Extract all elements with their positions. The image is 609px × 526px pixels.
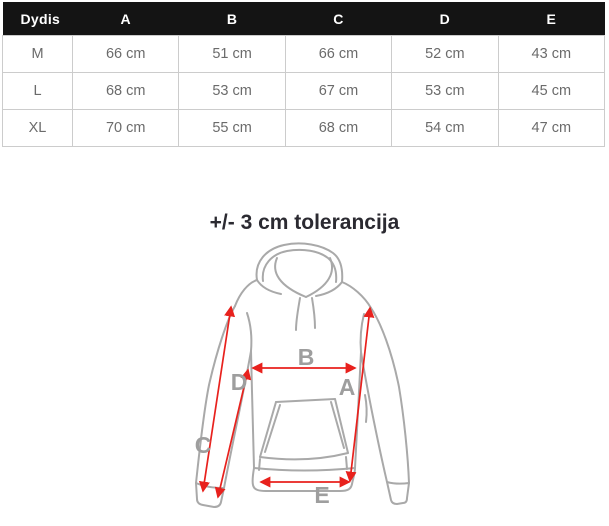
hoodie-outline <box>195 242 410 508</box>
value-cell: 53 cm <box>391 72 499 110</box>
size-cell: XL <box>2 109 73 147</box>
value-cell: 54 cm <box>391 109 499 147</box>
armhole-left <box>246 312 253 352</box>
sleeve-right-outer <box>370 307 410 484</box>
label-d: D <box>231 369 248 395</box>
drawstring-right <box>311 297 316 329</box>
cuff-right <box>386 481 410 505</box>
value-cell: 66 cm <box>284 35 393 73</box>
arrow-d <box>214 368 252 499</box>
column-header-a: A <box>72 2 179 36</box>
size-table: Dydis A B C D E M 66 cm 51 cm 66 cm 52 c… <box>2 2 606 147</box>
column-header-b: B <box>178 2 286 36</box>
drawstring-left <box>295 297 301 331</box>
hood-fold-left <box>256 279 282 295</box>
value-cell: 68 cm <box>284 109 393 147</box>
hem-top <box>253 467 356 472</box>
measurement-labels: B D A C E <box>195 344 356 508</box>
column-header-c: C <box>285 2 392 36</box>
shoulder-right <box>341 281 372 309</box>
pocket-bottom <box>259 452 349 461</box>
hood-fold-right <box>315 281 343 297</box>
size-cell: L <box>2 72 73 110</box>
tolerance-note: +/- 3 cm tolerancija <box>209 211 400 234</box>
pocket-side-left-inner <box>264 404 281 453</box>
value-cell: 66 cm <box>71 35 180 73</box>
value-cell: 43 cm <box>497 35 606 73</box>
column-header-e: E <box>498 2 605 36</box>
arrow-a <box>345 306 375 483</box>
value-cell: 53 cm <box>178 72 286 110</box>
value-cell: 45 cm <box>497 72 606 110</box>
value-cell: 51 cm <box>178 35 286 73</box>
shoulder-left <box>234 279 258 307</box>
table-row-m: M 66 cm 51 cm 66 cm 52 cm 43 cm <box>2 35 606 73</box>
size-cell: M <box>2 35 73 73</box>
hood-opening-left <box>274 257 307 298</box>
table-header-row: Dydis A B C D E <box>2 2 605 36</box>
armhole-right <box>359 313 365 353</box>
value-cell: 47 cm <box>497 109 606 147</box>
pocket-side-right-inner <box>330 401 345 449</box>
value-cell: 52 cm <box>391 35 499 73</box>
pocket-top <box>275 398 336 403</box>
value-cell: 55 cm <box>178 109 286 147</box>
value-cell: 70 cm <box>71 109 180 147</box>
hood-inner <box>261 248 338 283</box>
table-row-l: L 68 cm 53 cm 67 cm 53 cm 45 cm <box>2 72 606 110</box>
table-row-xl: XL 70 cm 55 cm 68 cm 54 cm 47 cm <box>2 109 606 147</box>
value-cell: 68 cm <box>71 72 180 110</box>
label-b: B <box>298 344 315 370</box>
hoodie-measurement-diagram: B D A C E <box>195 242 410 508</box>
pocket-side-left-outer <box>259 401 277 458</box>
sleeve-right-fold <box>364 394 368 423</box>
label-a: A <box>339 374 356 400</box>
measurement-arrows <box>198 305 375 499</box>
hood-outer <box>255 242 344 283</box>
sleeve-right-inner <box>360 351 388 483</box>
label-c: C <box>195 432 212 458</box>
hem-stitch-left <box>258 458 261 471</box>
column-header-size: Dydis <box>2 2 73 36</box>
label-e: E <box>314 482 329 508</box>
value-cell: 67 cm <box>284 72 393 110</box>
hem-stitch-right <box>345 456 348 470</box>
body-left <box>250 350 255 469</box>
hood-opening-right <box>305 257 334 298</box>
column-header-d: D <box>391 2 499 36</box>
